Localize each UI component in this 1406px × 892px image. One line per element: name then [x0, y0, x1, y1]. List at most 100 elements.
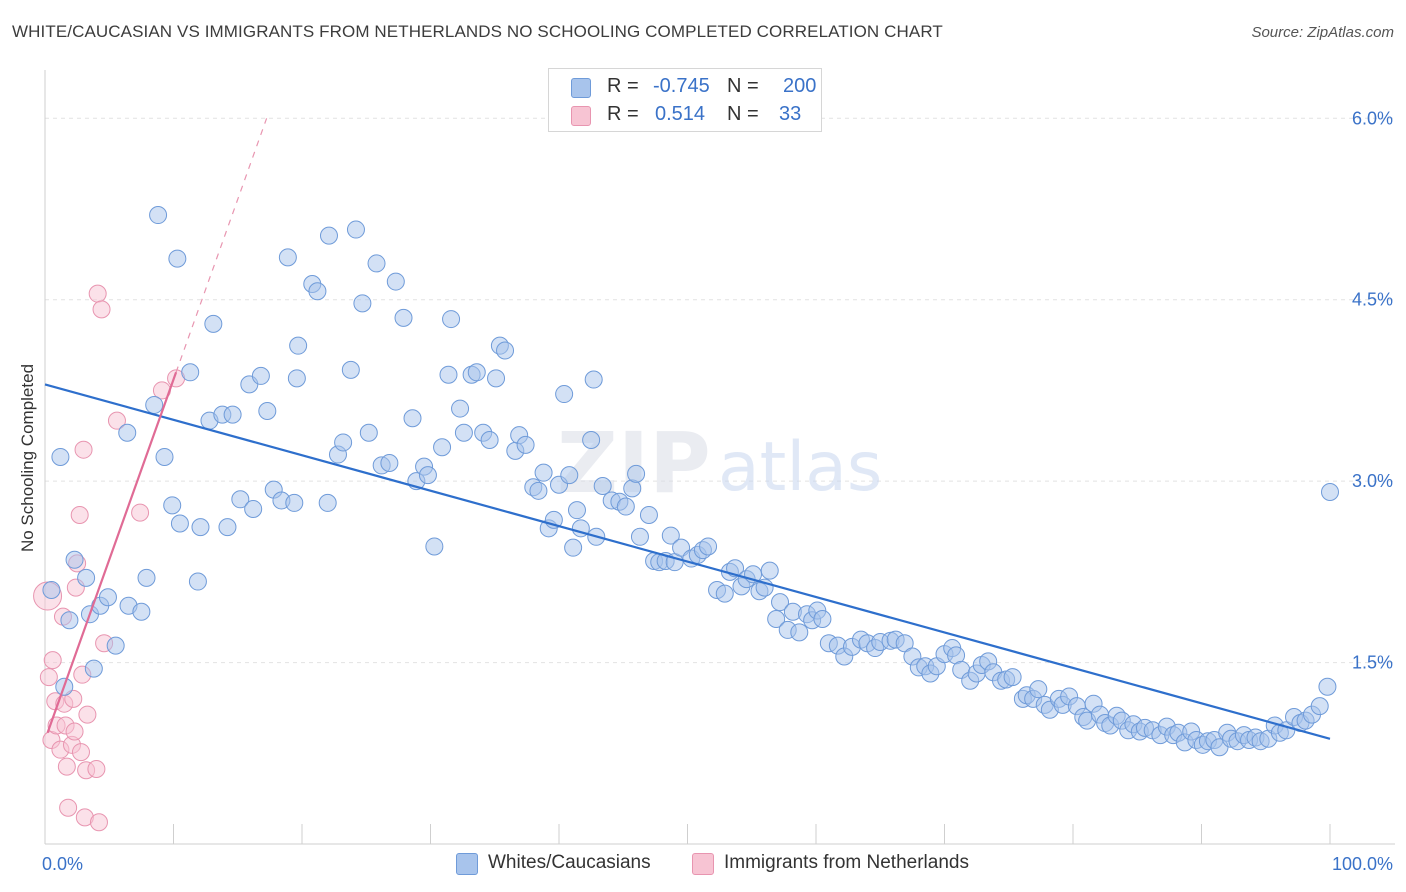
legend-swatch-netherlands: [571, 106, 591, 126]
data-point-whites: [132, 602, 151, 621]
chart-source: Source: ZipAtlas.com: [1251, 24, 1394, 41]
data-point-whites: [451, 399, 470, 418]
axes: [44, 70, 1395, 845]
watermark-zip: ZIP: [557, 414, 711, 512]
trend-lines: [44, 118, 1331, 740]
data-point-whites: [699, 537, 718, 556]
data-point-whites: [1321, 483, 1339, 502]
data-point-whites: [627, 464, 646, 483]
data-point-whites: [308, 282, 327, 301]
data-point-whites: [555, 385, 574, 404]
data-point-whites: [137, 568, 156, 587]
bottom-legend-label-netherlands: Immigrants from Netherlands: [724, 852, 969, 873]
data-point-whites: [287, 369, 306, 388]
data-point-whites: [191, 518, 210, 537]
data-point-netherlands: [78, 705, 97, 724]
data-point-whites: [1310, 697, 1329, 716]
watermark: ZIP atlas: [557, 414, 882, 512]
data-point-netherlands: [71, 743, 90, 762]
data-point-whites: [318, 493, 337, 512]
data-point-whites: [65, 550, 84, 569]
data-point-whites: [661, 526, 680, 545]
legend-r-value: -0.745: [653, 75, 710, 97]
data-point-whites: [771, 593, 790, 612]
data-point-whites: [394, 308, 413, 327]
data-point-whites: [218, 518, 237, 537]
data-point-whites: [567, 501, 586, 520]
legend-swatch-whites: [571, 78, 591, 98]
data-point-whites: [367, 254, 386, 273]
watermark-atlas: atlas: [718, 428, 882, 507]
data-point-netherlands: [107, 411, 126, 430]
data-point-whites: [403, 409, 422, 428]
data-point-whites: [529, 481, 548, 500]
data-point-whites: [223, 405, 242, 424]
legend-r-label: R =: [607, 75, 639, 97]
data-point-whites: [98, 588, 117, 607]
legend-r-label: R =: [607, 103, 639, 125]
data-point-whites: [439, 365, 458, 384]
data-point-netherlands: [65, 722, 84, 741]
data-point-whites: [84, 659, 103, 678]
data-point-whites: [496, 341, 515, 360]
data-point-whites: [433, 438, 452, 457]
trend-line-whites: [44, 383, 1331, 740]
series-whites: [42, 206, 1339, 757]
data-point-whites: [582, 431, 601, 450]
data-point-whites: [760, 561, 779, 580]
x-tick-label: 0.0%: [42, 854, 83, 874]
data-point-whites: [145, 395, 164, 414]
data-point-whites: [560, 466, 579, 485]
data-point-whites: [258, 401, 277, 420]
data-point-whites: [149, 206, 168, 225]
data-point-whites: [1003, 668, 1022, 687]
legend-n-value: 33: [779, 103, 802, 125]
data-point-whites: [155, 447, 174, 466]
data-point-whites: [346, 220, 365, 239]
data-point-whites: [285, 493, 304, 512]
data-point-netherlands: [57, 757, 76, 776]
data-point-whites: [353, 294, 372, 313]
data-point-whites: [584, 370, 603, 389]
trend-line-netherlands: [46, 371, 178, 734]
data-point-whites: [334, 433, 353, 452]
data-point-whites: [480, 431, 499, 450]
bottom-legend-swatch-whites: [456, 853, 478, 875]
data-point-whites: [319, 226, 338, 245]
y-tick-label: 3.0%: [1352, 471, 1393, 491]
data-point-whites: [204, 314, 223, 333]
legend-n-label: N =: [727, 103, 759, 125]
trend-line-netherlands-extension: [175, 118, 268, 373]
data-point-whites: [715, 584, 734, 603]
data-point-whites: [188, 572, 207, 591]
legend-n-label: N =: [727, 75, 759, 97]
data-point-whites: [534, 463, 553, 482]
data-point-whites: [454, 423, 473, 442]
data-point-whites: [181, 363, 200, 382]
data-point-whites: [425, 537, 444, 556]
data-point-netherlands: [59, 798, 78, 817]
data-point-whites: [380, 454, 399, 472]
data-point-whites: [487, 369, 506, 388]
data-point-netherlands: [87, 760, 106, 779]
x-tick-label: 100.0%: [1332, 854, 1393, 874]
data-point-whites: [1029, 680, 1048, 699]
data-point-whites: [231, 490, 250, 509]
correlation-legend: R = -0.745 N = 200 R = 0.514 N = 33: [548, 68, 822, 132]
data-point-netherlands: [74, 440, 93, 459]
data-point-whites: [168, 249, 187, 268]
data-point-whites: [51, 447, 70, 466]
data-point-whites: [630, 527, 649, 546]
data-point-whites: [790, 623, 809, 642]
data-point-netherlands: [89, 813, 108, 832]
data-point-whites: [467, 363, 486, 382]
data-point-whites: [170, 514, 189, 533]
data-point-whites: [77, 568, 96, 587]
data-point-netherlands: [43, 651, 62, 670]
data-point-whites: [289, 336, 308, 355]
data-point-netherlands: [92, 300, 111, 319]
data-point-netherlands: [64, 689, 83, 708]
bottom-legend-swatch-netherlands: [692, 853, 714, 875]
data-point-netherlands: [131, 503, 150, 522]
